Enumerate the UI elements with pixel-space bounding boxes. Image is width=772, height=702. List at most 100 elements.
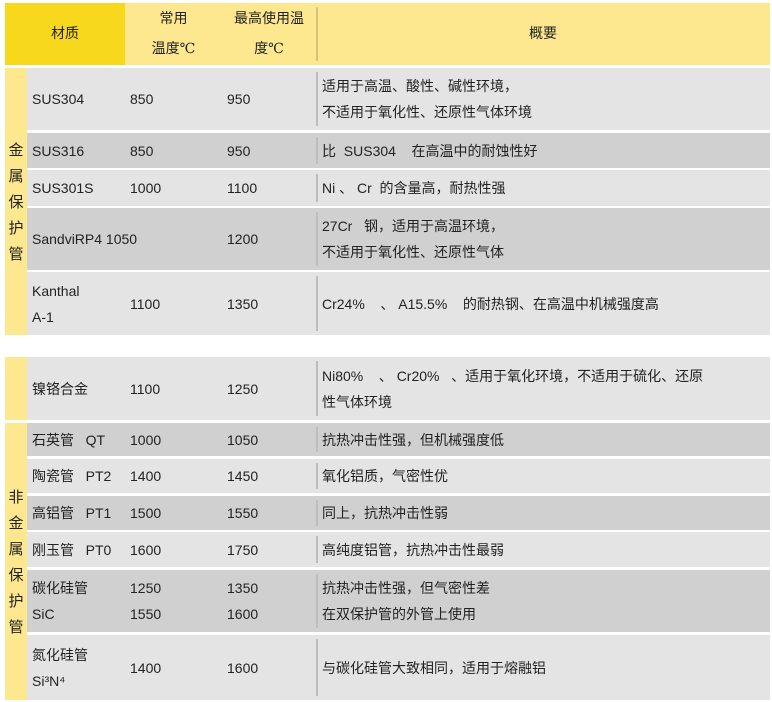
normal-temp-line: 1100 (130, 380, 161, 397)
normal-temp-line: 1600 (130, 541, 162, 558)
summary-line: 不适用于氧化性、还原性气体环境 (322, 104, 532, 120)
summary-line: 适用于高温、酸性、碱性环境， (322, 78, 518, 94)
material-line: 镍铬合金 (32, 380, 88, 397)
max-temp-line: 1600 (227, 606, 259, 622)
header-summary: 概要 (316, 3, 770, 65)
material-cell: 镍铬合金 (27, 357, 125, 420)
summary-cell: Ni80% 、 Cr20% 、适用于氧化环境，不适用于硫化、还原 性气体环境 (316, 357, 770, 420)
max-temp-line: 1750 (227, 541, 259, 558)
normal-temp-cell: 1100 (125, 357, 222, 420)
material-cell: 碳化硅管 SiC (27, 570, 125, 632)
header-normal-temp-line: 温度℃ (151, 41, 196, 57)
normal-temp-cell: 1500 (125, 496, 222, 530)
normal-temp-cell: 1000 (125, 170, 222, 206)
summary-line: Ni 、 Cr 的含量高，耐热性强 (322, 180, 506, 196)
normal-temp-cell: 1250 1550 (125, 570, 222, 632)
max-temp-line: 1450 (227, 468, 259, 484)
material-line: Si³N⁴ (32, 672, 66, 689)
summary-cell: 同上，抗热冲击性弱 (316, 496, 770, 530)
material-line: 高铝管 PT1 (32, 505, 112, 521)
material-cell: 刚玉管 PT0 (27, 532, 125, 567)
normal-temp-cell: 1400 (125, 635, 222, 700)
max-temp-cell: 1350 (222, 272, 316, 335)
material-line: SUS301S (32, 180, 94, 196)
material-cell: Kanthal A-1 (27, 272, 125, 335)
max-temp-line: 1350 (227, 580, 259, 596)
material-cell: 陶瓷管 PT2 (27, 459, 125, 493)
max-temp-line: 950 (227, 91, 251, 107)
max-temp-cell: 1250 (222, 357, 316, 420)
normal-temp-line: 1550 (130, 606, 162, 622)
normal-temp-cell (125, 208, 222, 270)
summary-line: 性气体环境 (322, 393, 392, 410)
summary-cell: 27Cr 钢，适用于高温环境， 不适用于氧化性、还原性气体 (316, 208, 770, 270)
material-line: SUS304 (32, 91, 85, 107)
max-temp-cell: 950 (222, 133, 316, 168)
material-line: 刚玉管 PT0 (32, 541, 112, 558)
max-temp-line: 1550 (227, 505, 259, 521)
summary-line: 抗热冲击性强，但气密性差 (322, 580, 490, 596)
normal-temp-cell: 1100 (125, 272, 222, 335)
max-temp-line: 950 (227, 142, 251, 159)
header-normal-temp-line: 常用 (159, 11, 188, 27)
summary-cell: 抗热冲击性强，但气密性差 在双保护管的外管上使用 (316, 570, 770, 632)
max-temp-cell: 1200 (222, 208, 316, 270)
material-line: 石英管 QT (32, 431, 106, 448)
summary-cell: 比 SUS304 在高温中的耐蚀性好 (316, 133, 770, 168)
normal-temp-cell: 850 (125, 68, 222, 130)
summary-line: 高纯度铝管，抗热冲击性最弱 (322, 541, 504, 558)
summary-line: 在双保护管的外管上使用 (322, 606, 476, 622)
summary-line: 与碳化硅管大致相同，适用于熔融铝 (322, 659, 546, 676)
material-cell: SUS301S (27, 170, 125, 206)
summary-cell: Cr24% 、 A15.5% 的耐热钢、在高温中机械强度高 (316, 272, 770, 335)
material-line: Kanthal (32, 282, 80, 299)
material-line: SUS316 (32, 142, 85, 159)
normal-temp-line: 850 (130, 142, 154, 159)
material-line: A-1 (32, 308, 54, 325)
max-temp-line: 1250 (227, 380, 259, 397)
material-line: SandviRP4 1050 (32, 231, 138, 247)
max-temp-line: 1600 (227, 659, 259, 676)
summary-cell: 适用于高温、酸性、碱性环境， 不适用于氧化性、还原性气体环境 (316, 68, 770, 130)
group-label: 金属保护管 (8, 140, 24, 263)
max-temp-cell: 950 (222, 68, 316, 130)
material-cell: 高铝管 PT1 (27, 496, 125, 530)
normal-temp-cell: 1600 (125, 532, 222, 567)
summary-line: 抗热冲击性强，但机械强度低 (322, 431, 504, 448)
summary-cell: 氧化铝质，气密性优 (316, 459, 770, 493)
group-blank (5, 357, 27, 420)
max-temp-cell: 1550 (222, 496, 316, 530)
max-temp-cell: 1050 (222, 423, 316, 456)
summary-line: 不适用于氧化性、还原性气体 (322, 244, 504, 260)
normal-temp-cell: 1000 (125, 423, 222, 456)
material-cell: SandviRP4 1050 (27, 208, 138, 270)
material-cell: 石英管 QT (27, 423, 125, 456)
normal-temp-line: 1500 (130, 505, 162, 521)
max-temp-cell: 1600 (222, 635, 316, 700)
summary-cell: 高纯度铝管，抗热冲击性最弱 (316, 532, 770, 567)
max-temp-line: 1350 (227, 295, 259, 312)
header-material: 材质 (5, 3, 125, 65)
header-normal-temp: 常用温度℃ (125, 3, 222, 65)
max-temp-line: 1100 (227, 180, 258, 196)
max-temp-line: 1200 (227, 231, 259, 247)
normal-temp-cell: 850 (125, 133, 222, 168)
material-line: 碳化硅管 (32, 580, 88, 596)
summary-line: 27Cr 钢，适用于高温环境， (322, 218, 505, 234)
normal-temp-line: 1400 (130, 659, 162, 676)
group-label: 非金属保护管 (8, 487, 24, 636)
normal-temp-cell: 1400 (125, 459, 222, 493)
header-max-temp-line: 最高使用温 (234, 11, 304, 27)
material-line: 氮化硅管 (32, 646, 88, 663)
max-temp-line: 1050 (227, 431, 259, 448)
header-summary-label: 概要 (529, 26, 557, 42)
header-material-label: 材质 (51, 26, 79, 42)
normal-temp-line: 850 (130, 91, 154, 107)
normal-temp-line: 1100 (130, 295, 161, 312)
summary-cell: 与碳化硅管大致相同，适用于熔融铝 (316, 635, 770, 700)
normal-temp-line: 1000 (130, 180, 162, 196)
max-temp-cell: 1450 (222, 459, 316, 493)
header-max-temp: 最高使用温 度℃ (222, 3, 316, 65)
summary-line: 氧化铝质，气密性优 (322, 468, 448, 484)
material-line: SiC (32, 606, 55, 622)
